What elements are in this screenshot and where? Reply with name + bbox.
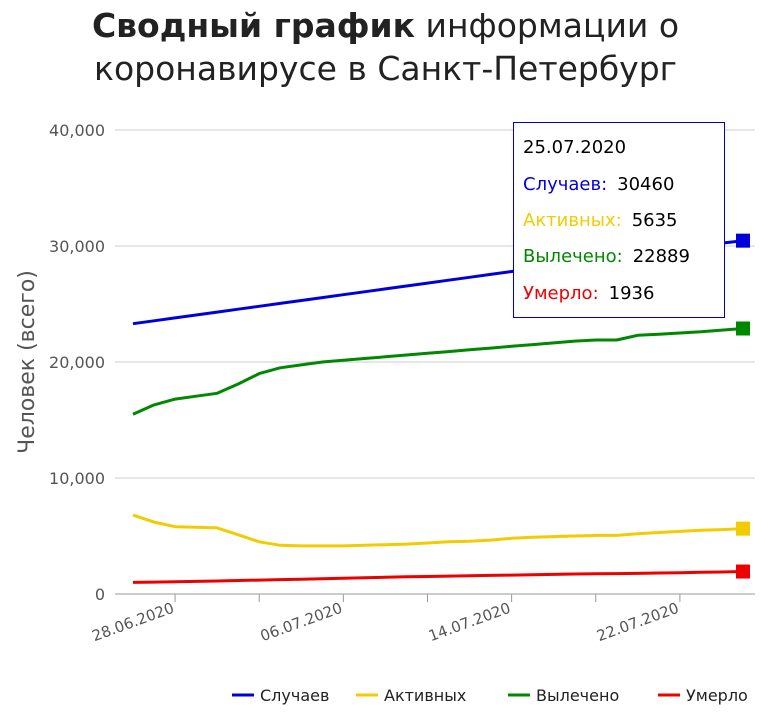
series-line xyxy=(132,327,744,416)
tooltip-label-recovered: Вылечено: xyxy=(523,246,623,267)
tooltip-value-cases: 30460 xyxy=(617,174,675,195)
chart-title-rest: информации о xyxy=(415,6,680,45)
series-end-marker xyxy=(736,321,750,336)
series-line xyxy=(132,570,744,584)
tooltip-value-recovered: 22889 xyxy=(632,246,690,267)
legend: Случаев Активных Вылечено Умерло xyxy=(232,686,748,705)
tooltip-date: 25.07.2020 xyxy=(523,137,627,158)
y-tick-label: 0 xyxy=(95,585,105,604)
legend-label: Вылечено xyxy=(536,686,619,705)
tooltip-label-active: Активных: xyxy=(523,210,622,231)
tooltip-row-active: Активных: 5635 xyxy=(523,210,678,231)
y-axis-label: Человек (всего) xyxy=(15,270,40,454)
series-end-marker xyxy=(736,521,750,536)
tooltip-row-cases: Случаев: 30460 xyxy=(523,174,674,195)
tooltip-row-deaths: Умерло: 1936 xyxy=(523,283,654,304)
legend-label: Случаев xyxy=(260,686,329,705)
y-tick-label: 30,000 xyxy=(49,237,105,256)
legend-label: Умерло xyxy=(686,686,748,705)
x-tick-label: 22.07.2020 xyxy=(594,599,681,645)
x-axis-ticks: 28.06.2020 06.07.2020 14.07.2020 22.07.2020 xyxy=(90,594,681,645)
series-end-marker xyxy=(736,233,750,248)
tooltip-row-recovered: Вылечено: 22889 xyxy=(523,246,690,267)
y-tick-label: 40,000 xyxy=(49,121,105,140)
series-end-marker xyxy=(736,564,750,579)
tooltip-value-deaths: 1936 xyxy=(608,283,655,304)
x-tick-label: 28.06.2020 xyxy=(90,599,177,645)
chart-title-line2: коронавирусе в Санкт-Петербург xyxy=(94,49,677,88)
legend-label: Активных xyxy=(384,686,466,705)
tooltip: 25.07.2020 Случаев: 30460 Активных: 5635 В… xyxy=(513,122,725,318)
y-axis-ticks: 40,000 30,000 20,000 10,000 0 xyxy=(49,121,105,604)
x-tick-label: 06.07.2020 xyxy=(258,599,345,645)
tooltip-label-deaths: Умерло: xyxy=(523,283,599,304)
tooltip-label-cases: Случаев: xyxy=(523,174,608,195)
y-tick-label: 20,000 xyxy=(49,353,105,372)
x-tick-label: 14.07.2020 xyxy=(426,599,513,645)
y-tick-label: 10,000 xyxy=(49,469,105,488)
chart-title: Сводный график информации о коронавирусе… xyxy=(0,4,771,90)
chart-title-bold: Сводный график xyxy=(91,6,416,45)
tooltip-value-active: 5635 xyxy=(631,210,678,231)
series-line xyxy=(132,513,744,548)
